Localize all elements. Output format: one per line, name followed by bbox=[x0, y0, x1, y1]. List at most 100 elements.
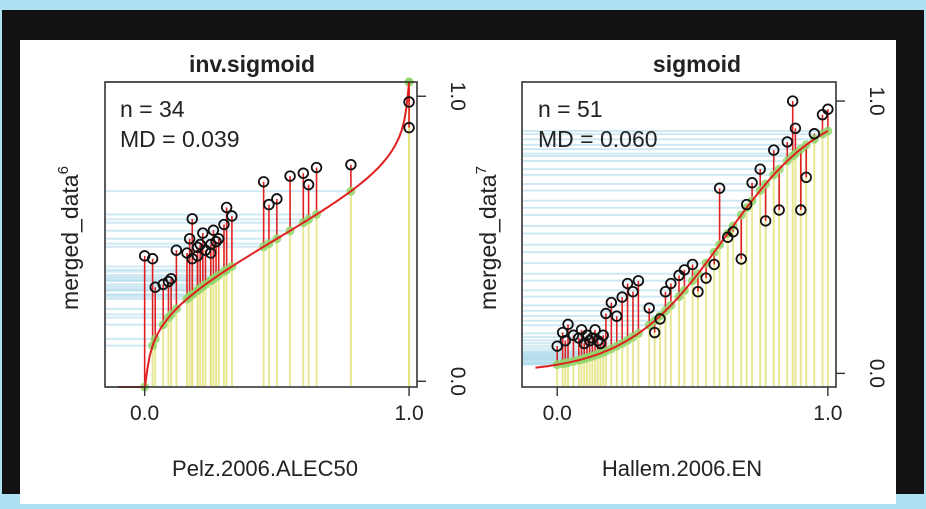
svg-text:merged_data7: merged_data7 bbox=[473, 166, 501, 310]
data-point bbox=[708, 258, 720, 271]
data-point bbox=[170, 244, 183, 256]
data-point bbox=[165, 272, 177, 285]
data-point bbox=[559, 335, 572, 347]
data-point bbox=[284, 170, 296, 182]
data-point bbox=[659, 285, 672, 298]
data-point bbox=[727, 226, 739, 238]
data-point bbox=[403, 121, 415, 134]
x-tick-label: 0.0 bbox=[130, 402, 159, 425]
data-point bbox=[735, 253, 747, 265]
data-point bbox=[773, 204, 785, 216]
data-point bbox=[597, 329, 609, 341]
chart-sigmoid: sigmoid n = 51 MD = 0.060 merged_data7 0… bbox=[473, 51, 888, 481]
chart-1-yticks: 0.0 1.0 bbox=[417, 82, 469, 396]
chart-2-md-label: MD = 0.060 bbox=[538, 126, 658, 152]
data-point bbox=[567, 329, 580, 341]
chart-1-fit-curve bbox=[118, 81, 411, 388]
data-point bbox=[740, 198, 753, 211]
data-point bbox=[768, 144, 780, 156]
x-tick-label: 0.0 bbox=[543, 402, 572, 425]
chart-1-ylabel-text: merged_data bbox=[57, 174, 83, 310]
data-point bbox=[162, 275, 175, 288]
data-point bbox=[197, 227, 209, 239]
chart-1-residuals bbox=[143, 82, 410, 387]
data-point bbox=[781, 136, 793, 148]
data-point bbox=[207, 224, 220, 236]
data-point bbox=[786, 95, 799, 107]
chart-1-ylabel: merged_data6 bbox=[55, 166, 83, 310]
chart-2-plot-box bbox=[521, 81, 837, 388]
data-point bbox=[654, 313, 666, 325]
data-point bbox=[403, 96, 415, 108]
data-point bbox=[218, 218, 230, 231]
data-point bbox=[191, 241, 204, 254]
data-point bbox=[795, 204, 807, 216]
chart-inv-sigmoid: inv.sigmoid n = 34 MD = 0.039 merged_dat… bbox=[55, 51, 469, 481]
data-point bbox=[632, 275, 645, 287]
chart-1-plot-box bbox=[104, 81, 418, 388]
data-point bbox=[759, 215, 772, 227]
chart-2-ylabel: merged_data7 bbox=[473, 166, 501, 310]
data-point bbox=[692, 285, 704, 298]
y-tick-label: 1.0 bbox=[865, 86, 888, 115]
data-point bbox=[808, 128, 821, 140]
x-tick-label: 1.0 bbox=[394, 402, 423, 425]
data-point bbox=[263, 198, 275, 211]
chart-2-xlabel: Hallem.2006.EN bbox=[602, 456, 762, 481]
data-point bbox=[212, 233, 225, 245]
data-point bbox=[643, 302, 655, 314]
figure-panel: inv.sigmoid n = 34 MD = 0.039 merged_dat… bbox=[20, 40, 896, 504]
y-tick-label: 1.0 bbox=[446, 82, 469, 111]
chart-1-n-label: n = 34 bbox=[120, 96, 185, 122]
chart-2-ylabel-text: merged_data bbox=[475, 174, 501, 310]
chart-2-stems bbox=[556, 131, 829, 386]
data-point bbox=[257, 176, 270, 188]
data-point bbox=[754, 163, 766, 175]
data-point bbox=[205, 247, 217, 259]
data-point bbox=[822, 103, 834, 115]
chart-2-n-label: n = 51 bbox=[538, 96, 603, 122]
data-point bbox=[678, 264, 691, 276]
chart-1-ylabel-sup: 6 bbox=[55, 166, 72, 174]
chart-2-xticks: 0.0 1.0 bbox=[543, 387, 842, 425]
data-point bbox=[600, 307, 612, 320]
data-point bbox=[627, 285, 639, 298]
chart-1-points bbox=[138, 96, 415, 293]
chart-2-ylabel-sup: 7 bbox=[473, 166, 490, 174]
chart-2-yticks: 0.0 1.0 bbox=[836, 86, 888, 388]
data-point bbox=[220, 201, 233, 214]
y-tick-label: 0.0 bbox=[865, 359, 888, 388]
data-point bbox=[665, 277, 677, 290]
data-point bbox=[589, 324, 601, 336]
data-point bbox=[605, 296, 618, 309]
data-point bbox=[183, 233, 196, 245]
data-point bbox=[746, 177, 758, 189]
data-point bbox=[562, 318, 574, 331]
data-point bbox=[713, 182, 726, 194]
data-point bbox=[226, 210, 238, 222]
data-point bbox=[345, 158, 357, 171]
data-point bbox=[181, 247, 193, 259]
data-point bbox=[205, 238, 217, 251]
y-tick-label: 0.0 bbox=[446, 367, 469, 396]
black-frame: inv.sigmoid n = 34 MD = 0.039 merged_dat… bbox=[2, 10, 924, 504]
data-point bbox=[648, 326, 661, 339]
data-point bbox=[800, 171, 812, 184]
chart-1-xticks: 0.0 1.0 bbox=[130, 387, 424, 425]
chart-2-title: sigmoid bbox=[653, 51, 741, 77]
data-point bbox=[700, 272, 712, 284]
chart-1-md-label: MD = 0.039 bbox=[120, 126, 240, 152]
data-point bbox=[611, 310, 623, 322]
data-point bbox=[271, 193, 283, 205]
data-point bbox=[581, 329, 593, 341]
data-point bbox=[310, 161, 323, 174]
figure-svg: inv.sigmoid n = 34 MD = 0.039 merged_dat… bbox=[55, 51, 888, 481]
data-point bbox=[686, 258, 699, 271]
data-point bbox=[302, 178, 315, 191]
data-point bbox=[551, 340, 563, 352]
chart-1-title: inv.sigmoid bbox=[189, 51, 315, 77]
chart-2-fit-curve bbox=[535, 130, 829, 369]
data-point bbox=[297, 167, 310, 179]
data-point bbox=[186, 213, 198, 225]
data-point bbox=[583, 335, 596, 347]
